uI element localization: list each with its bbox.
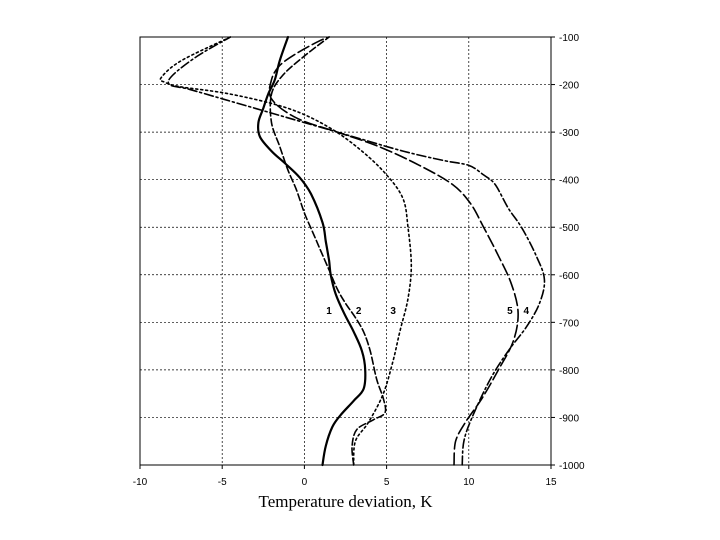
x-tick-label: -10 (133, 477, 148, 488)
y-tick-label: -400 (559, 176, 579, 187)
y-tick-label: -600 (559, 271, 579, 282)
series-line-5 (268, 36, 519, 466)
curve-label-4: 4 (524, 306, 530, 317)
y-tick-label: -500 (559, 223, 579, 234)
y-tick-label: -1000 (559, 461, 585, 472)
series-line-4 (167, 36, 546, 466)
x-tick-label: 5 (384, 477, 390, 488)
curve-label-1: 1 (326, 306, 332, 317)
curve-label-2: 2 (356, 306, 362, 317)
series-line-3 (159, 36, 413, 466)
y-tick-label: -700 (559, 318, 579, 329)
x-tick-label: 15 (545, 477, 557, 488)
x-tick-label: 10 (463, 477, 475, 488)
y-tick-label: -300 (559, 128, 579, 139)
series-layer (159, 35, 546, 467)
x-tick-label: -5 (218, 477, 227, 488)
y-tick-label: -900 (559, 413, 579, 424)
plot-frame (139, 36, 552, 466)
series-line-1 (256, 35, 367, 467)
x-axis-ticks: -10 -5 0 5 10 15 (133, 465, 557, 488)
x-tick-label: 0 (302, 477, 308, 488)
series-line-2 (269, 36, 387, 466)
y-tick-label: -100 (559, 33, 579, 44)
x-axis-label: Temperature deviation, K (259, 492, 434, 511)
curve-label-3: 3 (390, 306, 396, 317)
y-tick-label: -200 (559, 81, 579, 92)
y-axis-ticks: -100 -200 -300 -400 -500 -600 -700 -800 -900 -100… (551, 33, 585, 472)
y-tick-label: -800 (559, 366, 579, 377)
chart-grid (139, 36, 552, 466)
curve-label-5: 5 (507, 306, 513, 317)
